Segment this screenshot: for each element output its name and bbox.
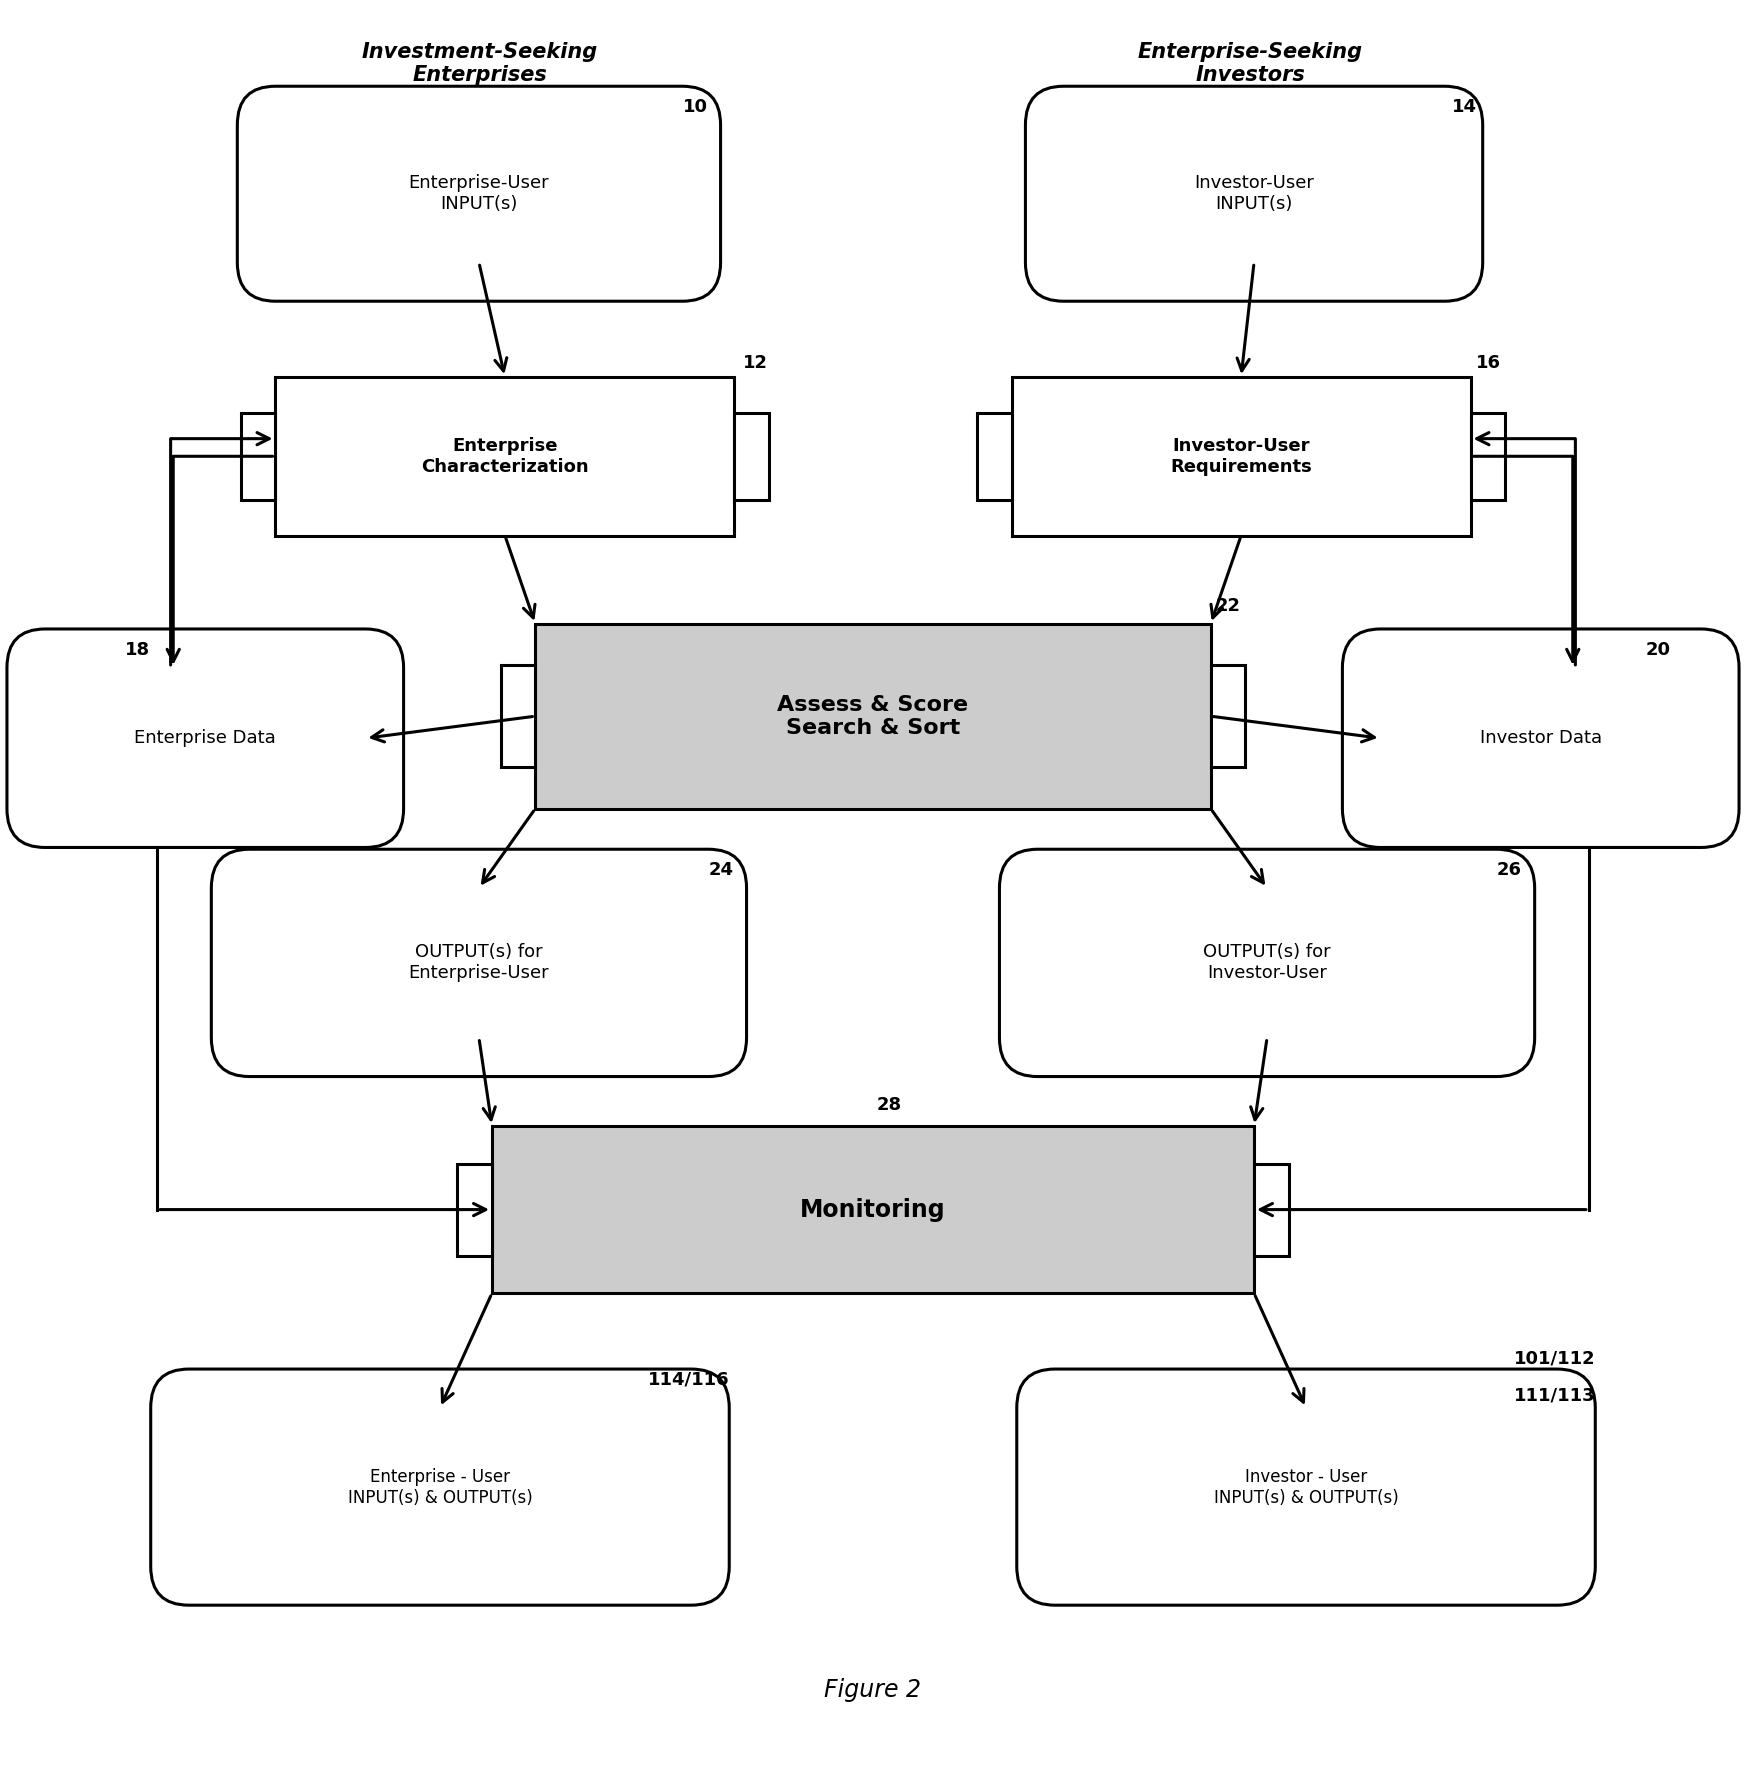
Bar [1011,377,1470,536]
FancyBboxPatch shape [7,629,403,847]
Text: 20: 20 [1645,641,1671,659]
Text: Enterprise
Characterization: Enterprise Characterization [421,437,588,476]
Text: Figure 2: Figure 2 [824,1678,922,1701]
Bar [536,623,1210,808]
Text: 26: 26 [1496,861,1521,879]
Text: Investor Data: Investor Data [1479,730,1601,748]
Text: Investor-User
Requirements: Investor-User Requirements [1170,437,1311,476]
Bar [492,1126,1254,1293]
Text: 10: 10 [683,98,707,115]
Bar [457,1163,492,1256]
FancyBboxPatch shape [150,1369,730,1606]
Bar [735,412,768,499]
Text: 28: 28 [876,1096,901,1114]
Text: 111/113: 111/113 [1514,1387,1596,1405]
Bar [978,412,1011,499]
Text: 24: 24 [709,861,733,879]
Text: 14: 14 [1451,98,1477,115]
Text: Investor-User
INPUT(s): Investor-User INPUT(s) [1194,174,1315,213]
Text: Investment-Seeking
Enterprises: Investment-Seeking Enterprises [361,43,597,85]
Text: Enterprise Data: Enterprise Data [134,730,276,748]
Text: OUTPUT(s) for
Enterprise-User: OUTPUT(s) for Enterprise-User [409,943,550,982]
Text: Enterprise-User
INPUT(s): Enterprise-User INPUT(s) [409,174,550,213]
Bar [1210,666,1245,767]
Text: Assess & Score
Search & Sort: Assess & Score Search & Sort [777,694,969,737]
Text: 12: 12 [744,353,768,371]
Bar [501,666,536,767]
Text: OUTPUT(s) for
Investor-User: OUTPUT(s) for Investor-User [1203,943,1330,982]
FancyBboxPatch shape [1025,87,1482,302]
Text: 114/116: 114/116 [648,1371,730,1389]
Text: Enterprise-Seeking
Investors: Enterprise-Seeking Investors [1138,43,1364,85]
FancyBboxPatch shape [1016,1369,1596,1606]
FancyBboxPatch shape [1343,629,1739,847]
Text: 18: 18 [124,641,150,659]
FancyBboxPatch shape [237,87,721,302]
FancyBboxPatch shape [999,849,1535,1076]
Text: Enterprise - User
INPUT(s) & OUTPUT(s): Enterprise - User INPUT(s) & OUTPUT(s) [347,1467,533,1506]
FancyBboxPatch shape [211,849,747,1076]
Text: 16: 16 [1475,353,1502,371]
Bar [241,412,276,499]
Bar [1254,1163,1289,1256]
Text: Monitoring: Monitoring [800,1197,946,1222]
Bar [1470,412,1505,499]
Text: Investor - User
INPUT(s) & OUTPUT(s): Investor - User INPUT(s) & OUTPUT(s) [1213,1467,1399,1506]
Text: 101/112: 101/112 [1514,1350,1596,1368]
Bar [276,377,735,536]
Text: 22: 22 [1215,597,1241,614]
